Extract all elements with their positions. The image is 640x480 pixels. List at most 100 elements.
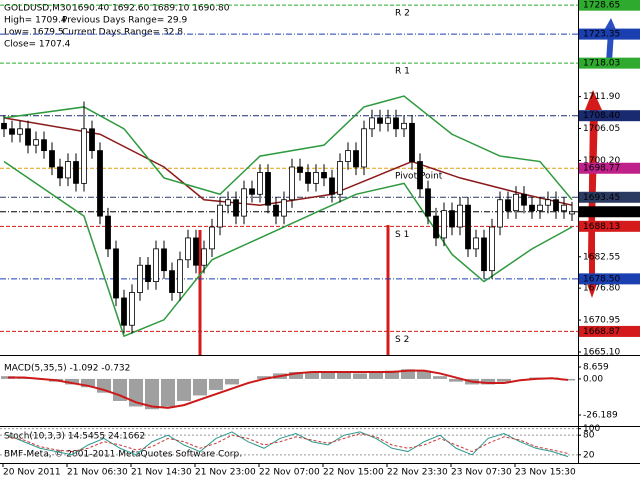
candle-body: [345, 150, 351, 162]
price-box: [579, 220, 640, 232]
ohlc-text: 1690.40 1692.60 1689.10 1690.80: [72, 4, 230, 14]
candle-body: [569, 211, 575, 215]
macd-bar: [113, 378, 127, 401]
macd-bar: [65, 378, 79, 385]
candle-body: [361, 128, 367, 168]
macd-bar: [305, 372, 319, 379]
candle-body: [121, 297, 127, 326]
candle-body: [185, 237, 191, 261]
time-label: 20 Nov 2011: [3, 468, 61, 478]
candle-body: [161, 248, 167, 272]
candle-body: [233, 199, 239, 217]
y-tick-label: 1670.95: [583, 316, 620, 326]
macd-bar: [129, 378, 143, 407]
time-label: 21 Nov 23:00: [195, 468, 256, 478]
y-tick-label: 1682.55: [583, 252, 620, 262]
info: Close= 1707.4: [4, 40, 71, 50]
candle-body: [529, 204, 535, 212]
candle-body: [393, 117, 399, 130]
macd-signal: [8, 369, 569, 409]
candle-body: [217, 204, 223, 228]
candle-body: [425, 188, 431, 217]
info: Current Days Range= 32.8: [62, 28, 183, 38]
time-label: 21 Nov 06:30: [67, 468, 128, 478]
candle-body: [81, 128, 87, 184]
candle-body: [377, 117, 383, 124]
y-tick-label: 1706.05: [583, 124, 620, 134]
copyright: BMF-Meta, © 2001-2011 MetaQuotes Softwar…: [4, 450, 242, 460]
y-tick-label: 1665.10: [583, 347, 620, 357]
candle-body: [441, 210, 447, 239]
time-label: 23 Nov 07:30: [451, 468, 512, 478]
macd-bar: [289, 372, 303, 379]
time-label: 22 Nov 23:30: [387, 468, 448, 478]
candle-body: [313, 172, 319, 184]
macd-bar: [209, 378, 223, 390]
candle-body: [49, 150, 55, 168]
candle-body: [337, 161, 343, 195]
candle-body: [241, 188, 247, 217]
y-tick-label: 0.00: [583, 374, 603, 384]
candle-body: [113, 248, 119, 299]
macd-bar: [321, 372, 335, 379]
candle-body: [33, 139, 39, 146]
macd-bar: [81, 378, 95, 388]
candle-body: [97, 150, 103, 217]
info: Previous Days Range= 29.9: [62, 16, 187, 26]
price-label: 1728.65: [583, 1, 620, 11]
candle-body: [473, 237, 479, 250]
candle-body: [321, 172, 327, 179]
price-box: [579, 191, 640, 203]
candle-body: [553, 199, 559, 212]
price-box: [579, 0, 640, 11]
level-label: S 1: [395, 230, 409, 240]
candle-body: [457, 204, 463, 228]
level-label: R 1: [395, 67, 410, 77]
candle-body: [129, 292, 135, 326]
price-label: 1678.50: [583, 274, 620, 284]
indicator-line: [3, 160, 573, 338]
y-tick-label: 1711.90: [583, 92, 620, 102]
candle-body: [225, 199, 231, 206]
macd-bar: [177, 378, 191, 401]
candle-body: [289, 166, 295, 201]
macd-bar: [161, 378, 175, 407]
time-label: 23 Nov 15:30: [515, 468, 576, 478]
macd-bar: [497, 378, 511, 382]
info: High= 1709.4: [4, 16, 67, 26]
candle-body: [89, 128, 95, 152]
price-label: 1708.40: [583, 111, 620, 121]
candle-body: [177, 259, 183, 293]
candle-body: [353, 150, 359, 168]
candle-body: [273, 204, 279, 217]
candle-body: [369, 117, 375, 130]
candle-body: [145, 264, 151, 282]
time-label: 22 Nov 15:00: [323, 468, 384, 478]
candle-body: [417, 161, 423, 190]
stoch-label: Stoch(10,3,3) 14.5455 24.1662: [4, 432, 145, 442]
level-label: R 2: [395, 9, 410, 19]
price-label: 1698.77: [583, 164, 620, 174]
candle-body: [521, 193, 527, 206]
candle-body: [153, 248, 159, 282]
candle-body: [409, 122, 415, 162]
candle-body: [265, 172, 271, 206]
y-tick-label: 80: [583, 431, 595, 441]
level-label: S 2: [395, 335, 409, 345]
candle-body: [57, 166, 63, 179]
candle-body: [561, 204, 567, 212]
macd-bar: [481, 378, 495, 385]
candle-body: [73, 161, 79, 184]
candle-body: [433, 215, 439, 239]
macd-bar: [433, 376, 447, 379]
candle-body: [385, 117, 391, 124]
macd-bar: [257, 376, 271, 379]
info: Low= 1679.5: [4, 28, 64, 38]
candle-body: [169, 270, 175, 293]
price-box: [579, 57, 640, 69]
time-label: 21 Nov 14:30: [131, 468, 192, 478]
candle-body: [329, 177, 335, 195]
stoch-main: [7, 431, 569, 458]
macd-bar: [353, 373, 367, 379]
